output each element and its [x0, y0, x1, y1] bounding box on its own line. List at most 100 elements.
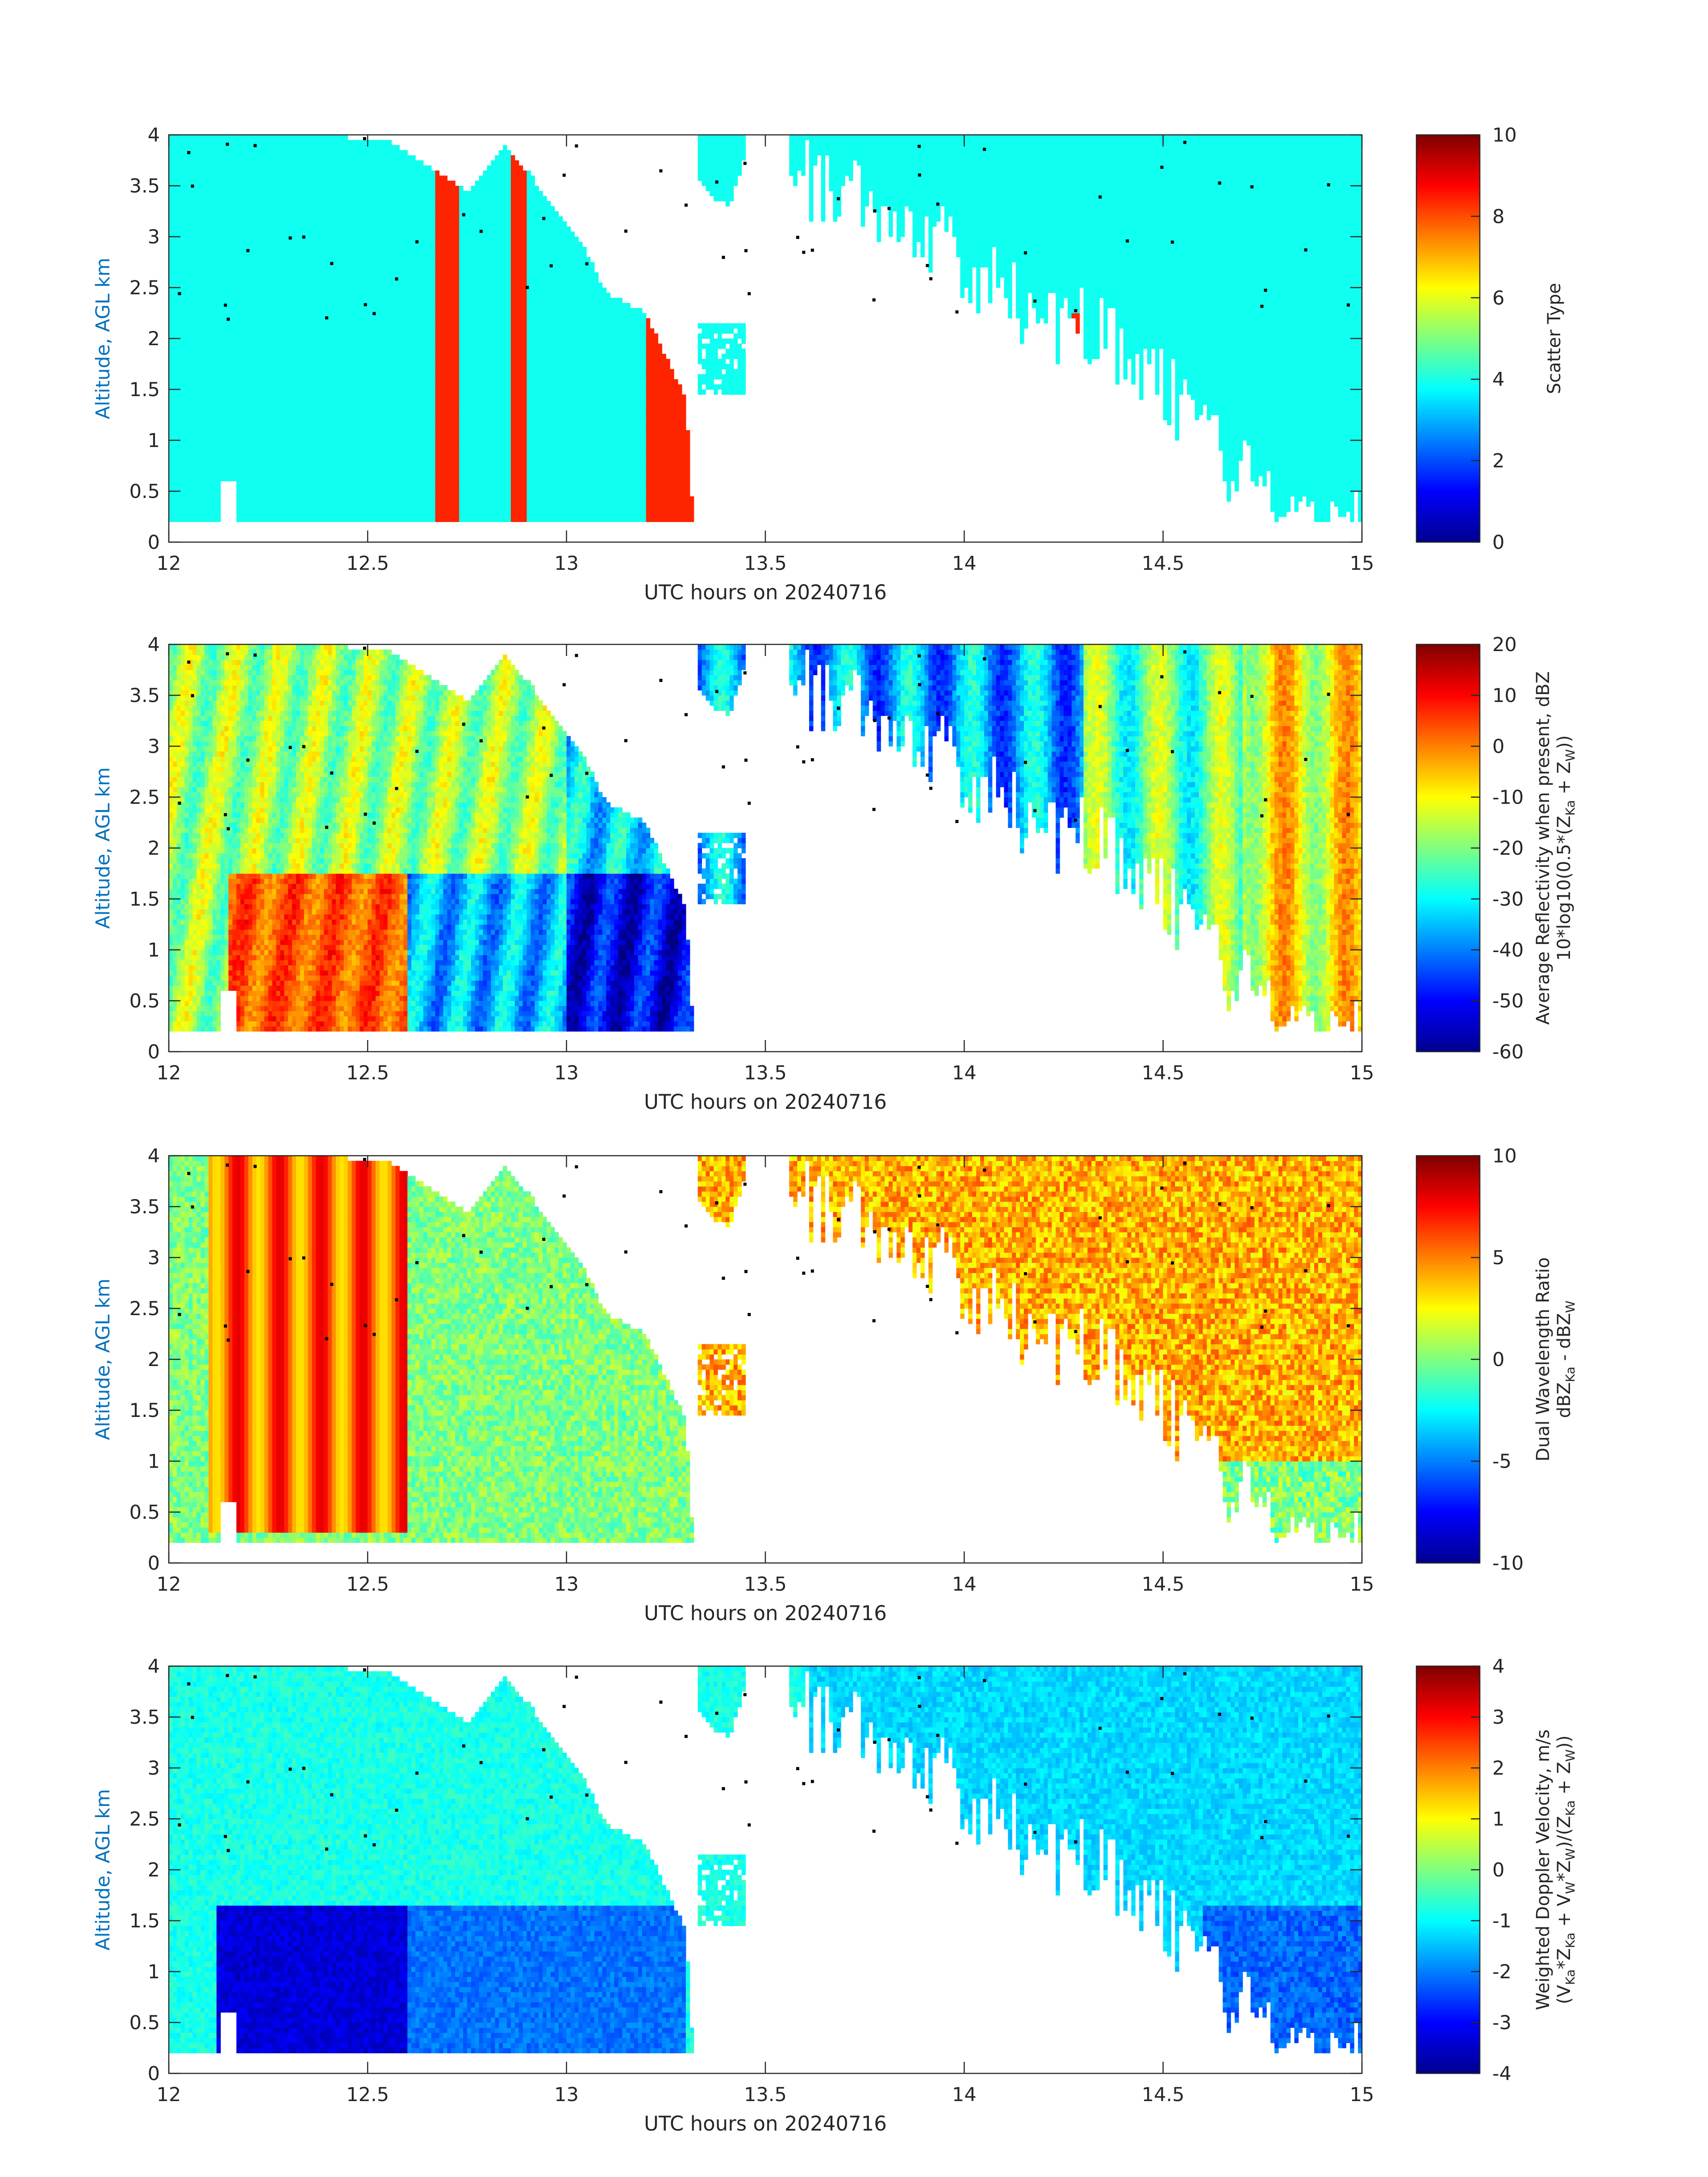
heatmap-cell [288, 313, 292, 318]
heatmap-cell [300, 496, 305, 501]
heatmap-cell [268, 247, 273, 252]
heatmap-cell [221, 140, 225, 145]
heatmap-cell [308, 420, 313, 425]
heatmap-cell [225, 135, 229, 140]
heatmap-cell [288, 415, 292, 420]
heatmap-cell [300, 323, 305, 329]
heatmap-cell [196, 400, 201, 405]
heatmap-cell [296, 415, 301, 420]
heatmap-cell [284, 308, 288, 313]
heatmap-cell [181, 440, 185, 446]
heatmap-cell [248, 206, 253, 212]
heatmap-cell [209, 517, 213, 522]
heatmap-cell [236, 247, 241, 252]
heatmap-cell [300, 405, 305, 410]
heatmap-cell [292, 252, 296, 257]
heatmap-cell [316, 354, 321, 359]
heatmap-cell [248, 461, 253, 466]
heatmap-cell [312, 160, 317, 166]
heatmap-cell [264, 476, 269, 481]
heatmap-cell [272, 405, 277, 410]
heatmap-cell [240, 445, 245, 451]
heatmap-cell [300, 338, 305, 344]
heatmap-cell [205, 140, 209, 145]
heatmap-cell [312, 211, 317, 217]
heatmap-cell [209, 206, 213, 212]
heatmap-cell [200, 232, 205, 237]
heatmap-cell [252, 425, 257, 430]
heatmap-cell [252, 328, 257, 334]
heatmap-cell [280, 323, 284, 329]
heatmap-cell [264, 191, 269, 196]
heatmap-cell [209, 257, 213, 263]
heatmap-cell [173, 155, 177, 161]
heatmap-cell [244, 303, 249, 308]
heatmap-cell [260, 196, 265, 201]
heatmap-cell [300, 160, 305, 166]
heatmap-cell [276, 420, 281, 425]
heatmap-cell [229, 283, 233, 288]
heatmap-cell [284, 150, 288, 155]
heatmap-cell [233, 420, 237, 425]
heatmap-cell [189, 196, 193, 201]
heatmap-cell [209, 288, 213, 293]
heatmap-cell [196, 359, 201, 364]
heatmap-cell [272, 283, 277, 288]
heatmap-cell [308, 466, 313, 471]
heatmap-cell [276, 308, 281, 313]
heatmap-cell [236, 226, 241, 232]
heatmap-cell [248, 415, 253, 420]
heatmap-cell [200, 308, 205, 313]
heatmap-cell [173, 491, 177, 497]
heatmap-cell [248, 277, 253, 283]
heatmap-cell [276, 445, 281, 451]
heatmap-cell [236, 308, 241, 313]
heatmap-cell [205, 247, 209, 252]
heatmap-cell [196, 242, 201, 247]
heatmap-cell [260, 328, 265, 334]
heatmap-cell [300, 165, 305, 171]
heatmap-cell [205, 425, 209, 430]
heatmap-cell [185, 252, 189, 257]
heatmap-cell [276, 440, 281, 446]
heatmap-cell [196, 140, 201, 145]
heatmap-cell [169, 191, 173, 196]
heatmap-cell [272, 359, 277, 364]
heatmap-cell [209, 354, 213, 359]
heatmap-cell [185, 384, 189, 390]
heatmap-cell [296, 211, 301, 217]
heatmap-cell [292, 313, 296, 318]
heatmap-cell [268, 191, 273, 196]
heatmap-cell [185, 165, 189, 171]
heatmap-cell [248, 334, 253, 339]
heatmap-cell [264, 145, 269, 150]
heatmap-cell [200, 379, 205, 384]
heatmap-cell [177, 471, 181, 476]
heatmap-cell [196, 237, 201, 242]
heatmap-cell [185, 175, 189, 181]
heatmap-cell [205, 201, 209, 206]
heatmap-cell [200, 135, 205, 140]
heatmap-cell [248, 211, 253, 217]
heatmap-cell [280, 191, 284, 196]
heatmap-cell [181, 501, 185, 507]
heatmap-cell [229, 288, 233, 293]
heatmap-cell [213, 496, 217, 501]
heatmap-cell [185, 303, 189, 308]
heatmap-cell [288, 175, 292, 181]
heatmap-cell [248, 221, 253, 227]
heatmap-cell [272, 451, 277, 456]
heatmap-cell [312, 206, 317, 212]
heatmap-cell [196, 206, 201, 212]
heatmap-cell [316, 298, 321, 303]
heatmap-cell [280, 175, 284, 181]
heatmap-cell [308, 451, 313, 456]
heatmap-cell [229, 328, 233, 334]
heatmap-cell [225, 425, 229, 430]
heatmap-cell [256, 226, 261, 232]
heatmap-cell [276, 338, 281, 344]
heatmap-cell [236, 471, 241, 476]
heatmap-cell [236, 303, 241, 308]
heatmap-cell [209, 338, 213, 344]
heatmap-cell [209, 211, 213, 217]
